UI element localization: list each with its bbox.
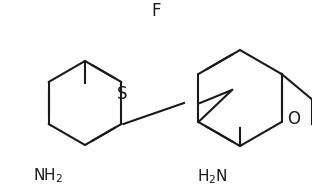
Text: S: S (116, 85, 127, 103)
Text: H$_2$N: H$_2$N (197, 167, 227, 186)
Text: NH$_2$: NH$_2$ (33, 166, 63, 185)
Text: O: O (287, 110, 300, 128)
Text: F: F (152, 2, 161, 20)
